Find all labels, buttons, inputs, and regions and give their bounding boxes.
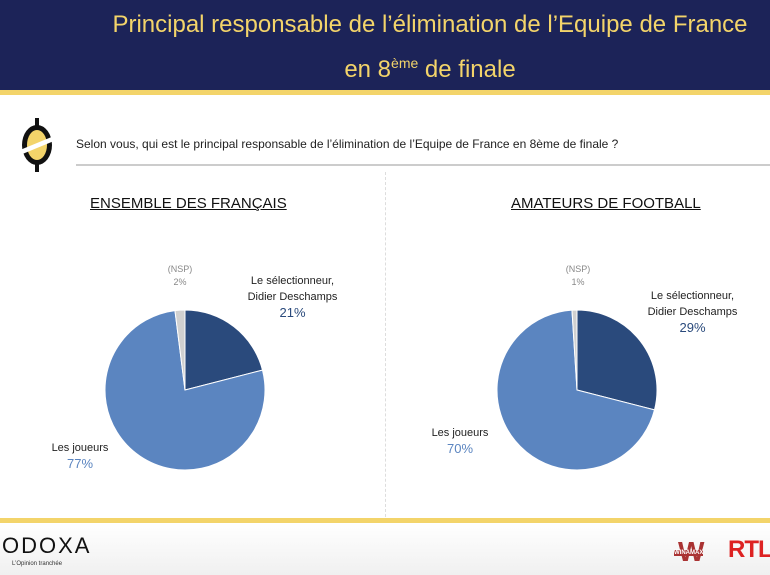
winamax-logo: WWINAMAX <box>674 536 704 568</box>
pie1-joueurs-label: Les joueurs 77% <box>40 440 120 472</box>
pie2-selectionneur-value: 29% <box>679 320 706 335</box>
pie2-nsp-value: 1% <box>571 277 585 287</box>
header-stripe <box>0 90 770 95</box>
page-title: Principal responsable de l’élimination d… <box>90 6 770 89</box>
odoxa-tagline: L’Opinion tranchée <box>12 561 63 567</box>
pie2-nsp-name: (NSP) <box>565 264 591 274</box>
pie2-joueurs-value: 70% <box>446 441 474 456</box>
pie-slice-nsp <box>174 309 186 391</box>
pie1-nsp-label: (NSP) 2% <box>160 263 200 289</box>
rtl-logo: RTL <box>728 536 770 563</box>
pie-slice-joueurs <box>104 310 266 471</box>
pie-slice-selectionneur <box>184 309 264 391</box>
odoxa-logo-icon <box>20 118 54 172</box>
pie2-title: AMATEURS DE FOOTBALL <box>511 195 701 212</box>
pie1-nsp-value: 2% <box>173 277 187 287</box>
pie-slice-selectionneur <box>576 309 658 411</box>
pie1-selectionneur-value: 21% <box>279 305 306 320</box>
pie-slice-nsp <box>571 309 578 391</box>
title-line2-pre: en 8 <box>344 56 392 83</box>
pie-slice-joueurs <box>496 309 656 471</box>
pie1-nsp-name: (NSP) <box>167 264 193 274</box>
pie2-joueurs-name: Les joueurs <box>431 427 489 439</box>
question-text: Selon vous, qui est le principal respons… <box>76 137 619 151</box>
winamax-logo-text: WINAMAX <box>674 550 704 556</box>
footer-stripe <box>0 518 770 523</box>
footer <box>0 523 770 575</box>
title-line2-post: de finale <box>418 56 516 83</box>
title-line2-sup: ème <box>391 55 419 71</box>
pie-chart-ensemble <box>104 309 266 471</box>
question-divider <box>76 164 770 166</box>
pie2-joueurs-label: Les joueurs 70% <box>420 425 500 457</box>
pie2-nsp-label: (NSP) 1% <box>558 263 598 289</box>
pie1-joueurs-name: Les joueurs <box>51 442 109 454</box>
title-line1: Principal responsable de l’élimination d… <box>112 11 748 38</box>
pie1-selectionneur-label: Le sélectionneur, Didier Deschamps 21% <box>240 273 345 321</box>
pie2-selectionneur-name: Le sélectionneur, Didier Deschamps <box>647 290 738 318</box>
odoxa-logo: ODOXA <box>2 533 92 558</box>
title-line2: en 8ème de finale <box>90 44 770 89</box>
pie2-selectionneur-label: Le sélectionneur, Didier Deschamps 29% <box>640 288 745 336</box>
pie1-selectionneur-name: Le sélectionneur, Didier Deschamps <box>247 275 338 303</box>
pie-chart-amateurs <box>496 309 658 471</box>
pie1-title: ENSEMBLE DES FRANÇAIS <box>90 195 287 212</box>
header-banner <box>0 0 770 90</box>
column-divider <box>385 172 386 517</box>
pie1-joueurs-value: 77% <box>66 456 94 471</box>
